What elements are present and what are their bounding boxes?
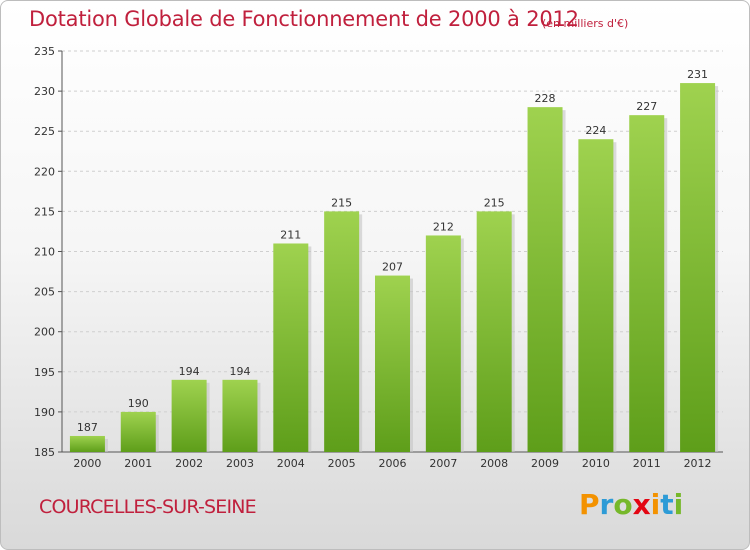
bar-2006 xyxy=(375,275,410,452)
bar-2003 xyxy=(222,379,258,452)
bar-2007 xyxy=(425,235,461,452)
logo-letter: i xyxy=(673,488,684,521)
chart-subtitle: (en milliers d'€) xyxy=(542,17,629,30)
data-label-2008: 215 xyxy=(484,196,505,209)
x-tick-label-2004: 2004 xyxy=(277,457,305,470)
data-label-2003: 194 xyxy=(229,365,250,378)
logo-letter: o xyxy=(613,488,633,521)
bar-2011 xyxy=(629,115,665,452)
data-label-2004: 211 xyxy=(280,228,301,241)
y-tick-label: 185 xyxy=(34,446,55,459)
x-tick-label-2008: 2008 xyxy=(480,457,508,470)
bar-2005 xyxy=(324,211,360,452)
y-tick-label: 210 xyxy=(34,246,55,259)
y-tick-label: 205 xyxy=(34,286,55,299)
bar-2002 xyxy=(171,379,207,452)
data-label-2002: 194 xyxy=(179,365,200,378)
data-label-2007: 212 xyxy=(433,220,454,233)
x-tick-label-2009: 2009 xyxy=(531,457,559,470)
bar-2012 xyxy=(680,83,716,452)
y-tick-label: 235 xyxy=(34,45,55,58)
logo-letter: i xyxy=(650,488,661,521)
bar-2000 xyxy=(69,435,105,452)
logo-letter: x xyxy=(632,488,651,521)
logo-letter: r xyxy=(599,488,614,521)
bar-2008 xyxy=(476,211,512,452)
chart-title: Dotation Globale de Fonctionnement de 20… xyxy=(29,7,579,31)
x-tick-label-2006: 2006 xyxy=(379,457,407,470)
x-tick-label-2002: 2002 xyxy=(175,457,203,470)
y-tick-label: 190 xyxy=(34,406,55,419)
y-tick-label: 195 xyxy=(34,366,55,379)
x-tick-label-2011: 2011 xyxy=(633,457,661,470)
data-label-2012: 231 xyxy=(687,68,708,81)
labels: 185 190 195 200 205 210 215 220 225 230 235 187 2000… xyxy=(34,45,712,470)
data-label-2010: 224 xyxy=(585,124,606,137)
y-tick-label: 215 xyxy=(34,205,55,218)
x-tick-label-2007: 2007 xyxy=(429,457,457,470)
data-label-2011: 227 xyxy=(636,100,657,113)
proxiti-logo: Proxiti xyxy=(579,488,683,521)
bar-2009 xyxy=(527,107,563,452)
bar-2001 xyxy=(120,411,156,452)
data-label-2009: 228 xyxy=(535,92,556,105)
y-tick-label: 220 xyxy=(34,165,55,178)
data-label-2001: 190 xyxy=(128,397,149,410)
data-label-2000: 187 xyxy=(77,421,98,434)
x-tick-label-2001: 2001 xyxy=(124,457,152,470)
bar-2010 xyxy=(578,139,614,452)
data-label-2005: 215 xyxy=(331,196,352,209)
x-tick-label-2012: 2012 xyxy=(684,457,712,470)
x-tick-label-2010: 2010 xyxy=(582,457,610,470)
x-tick-label-2003: 2003 xyxy=(226,457,254,470)
bars xyxy=(69,83,719,452)
logo-letter: P xyxy=(579,488,600,521)
bar-2004 xyxy=(273,243,309,452)
data-label-2006: 207 xyxy=(382,261,403,274)
commune-name: COURCELLES-SUR-SEINE xyxy=(39,496,257,518)
y-tick-label: 225 xyxy=(34,125,55,138)
y-tick-label: 230 xyxy=(34,85,55,98)
x-tick-label-2000: 2000 xyxy=(73,457,101,470)
x-tick-label-2005: 2005 xyxy=(328,457,356,470)
y-tick-label: 200 xyxy=(34,326,55,339)
logo-letter: t xyxy=(660,488,674,521)
